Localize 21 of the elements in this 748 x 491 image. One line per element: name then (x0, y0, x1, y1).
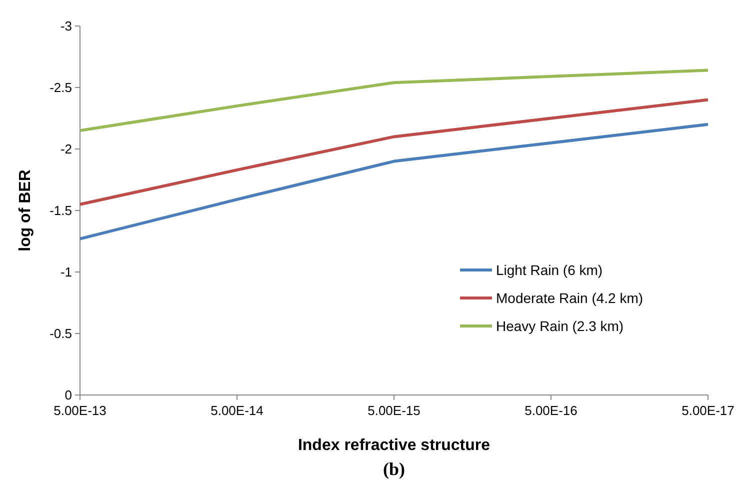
x-tick-label: 5.00E-16 (524, 403, 578, 418)
x-tick-label: 5.00E-17 (682, 403, 734, 418)
y-tick-label: -1.5 (50, 203, 72, 218)
x-axis-title: Index refractive structure (298, 437, 490, 454)
y-tick-label: 0 (64, 388, 72, 403)
y-tick-label: -3 (60, 18, 72, 34)
legend-label: Heavy Rain (2.3 km) (496, 318, 624, 334)
x-tick-label: 5.00E-14 (210, 403, 264, 418)
line-series (78, 68, 710, 132)
y-tick-label: -0.5 (50, 326, 72, 342)
y-tick-label: -1 (60, 264, 72, 280)
x-tick-label: 5.00E-13 (54, 403, 106, 418)
line-series (78, 98, 710, 206)
line-series (78, 122, 710, 240)
x-tick-label: 5.00E-15 (368, 403, 420, 418)
y-tick-label: -2 (60, 142, 72, 157)
legend-label: Light Rain (6 km) (496, 262, 603, 278)
y-tick-label: -2.5 (50, 80, 72, 96)
y-axis-title: log of BER (17, 169, 34, 252)
legend-label: Moderate Rain (4.2 km) (496, 290, 644, 306)
text: (b) (383, 459, 406, 479)
